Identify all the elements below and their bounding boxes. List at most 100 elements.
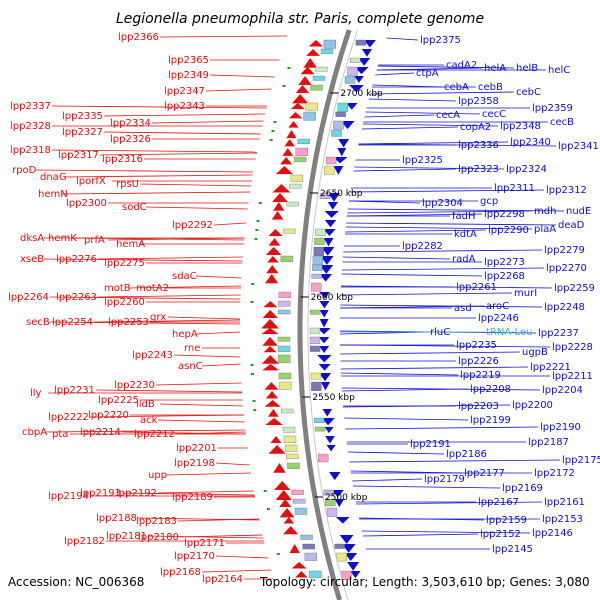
forward-gene-label: lpp2254 xyxy=(52,317,93,328)
forward-gene-arrow xyxy=(273,202,285,211)
forward-gene-label: lporfX xyxy=(76,176,106,187)
reverse-gene-arrow xyxy=(323,238,334,247)
forward-gene-arrow xyxy=(273,463,286,473)
annotation-band xyxy=(281,408,294,414)
forward-label-connector xyxy=(213,222,247,226)
inner-arc xyxy=(307,29,359,600)
reverse-gene-label: lpp2175 xyxy=(562,455,600,466)
annotation-band xyxy=(277,345,291,352)
reverse-gene-arrow xyxy=(346,103,358,110)
reverse-gene-label: helB xyxy=(516,63,538,74)
forward-label-connector xyxy=(97,294,241,298)
reverse-gene-label: lpp2323 xyxy=(458,164,499,175)
reverse-gene-label: kdtA xyxy=(454,229,477,240)
reverse-gene-label: lpp2191 xyxy=(410,439,451,450)
forward-gene-label: lpp2168 xyxy=(160,567,201,578)
forward-gene-label: cbpA xyxy=(22,427,47,438)
forward-gene-label: sodC xyxy=(122,202,147,213)
annotation-band xyxy=(350,57,361,64)
forward-gene-arrow xyxy=(288,121,299,128)
reverse-gene-label: lpp2304 xyxy=(422,198,463,209)
annotation-band xyxy=(331,129,342,137)
reverse-gene-label: cebA xyxy=(444,82,469,93)
reverse-label-connector xyxy=(368,98,457,102)
forward-gene-label: lpp2300 xyxy=(66,198,107,209)
forward-label-connector xyxy=(51,105,267,109)
forward-gene-label: lpp2220 xyxy=(88,410,129,421)
annotation-band xyxy=(318,453,329,463)
reverse-gene-arrow xyxy=(331,490,344,498)
reverse-gene-arrow xyxy=(354,76,364,83)
forward-gene-label: rpsU xyxy=(116,179,139,190)
reverse-label-connector xyxy=(341,387,541,391)
marker-dot xyxy=(273,121,277,123)
genome-backbone xyxy=(297,29,359,600)
reverse-gene-label: lpp2246 xyxy=(478,313,519,324)
forward-label-connector xyxy=(145,206,248,210)
reverse-label-connector xyxy=(340,366,529,370)
reverse-gene-arrow xyxy=(319,292,331,299)
forward-gene-label: dksA xyxy=(20,233,44,244)
forward-label-connector xyxy=(157,490,254,494)
annotation-band xyxy=(278,291,291,298)
reverse-gene-label: helC xyxy=(548,65,570,76)
forward-label-connector xyxy=(139,183,252,187)
forward-gene-label: lpp2365 xyxy=(168,55,209,66)
forward-gene-label: prfA xyxy=(84,235,105,246)
reverse-gene-arrow xyxy=(321,247,335,256)
reverse-gene-label: lpp2261 xyxy=(456,282,497,293)
reverse-gene-label: lpp2348 xyxy=(500,121,541,132)
reverse-label-connector xyxy=(350,189,545,193)
forward-gene-label: lpp2212 xyxy=(134,429,175,440)
annotation-band xyxy=(282,426,296,433)
kbp-tick-label: 2500 kbp xyxy=(325,493,368,503)
annotation-band xyxy=(323,489,334,496)
kbp-tick-label: 2650 kbp xyxy=(320,189,363,199)
reverse-gene-label: lpp2153 xyxy=(542,514,583,525)
annotation-band xyxy=(326,507,338,517)
reverse-gene-arrow xyxy=(318,364,331,371)
forward-gene-label: lpp2214 xyxy=(80,427,121,438)
reverse-gene-arrow xyxy=(319,301,330,309)
feature-blocks xyxy=(250,39,376,580)
kbp-tick-label: 2550 kbp xyxy=(312,393,355,403)
forward-gene-arrow xyxy=(267,256,279,263)
forward-gene-arrow xyxy=(272,184,291,193)
forward-gene-arrow xyxy=(265,274,279,284)
annotation-band xyxy=(312,264,323,271)
forward-label-connector xyxy=(99,152,257,156)
forward-label-connector xyxy=(103,113,266,117)
marker-dot xyxy=(251,373,254,375)
forward-label-connector xyxy=(157,419,245,423)
reverse-gene-arrow xyxy=(317,328,331,335)
forward-label-connector xyxy=(179,534,263,538)
annotation-band xyxy=(278,300,291,307)
forward-gene-label: lpp2193 xyxy=(80,488,121,499)
reverse-gene-label: lpp2290 xyxy=(488,225,529,236)
reverse-label-connector xyxy=(352,478,423,482)
kbp-tick-label: 2600 kbp xyxy=(311,293,354,303)
forward-gene-arrow xyxy=(261,328,279,335)
annotation-band xyxy=(313,246,324,256)
annotation-band xyxy=(300,534,313,540)
annotation-band xyxy=(302,543,315,550)
forward-gene-label: lpp2183 xyxy=(136,516,177,527)
forward-label-connector xyxy=(201,569,272,573)
forward-gene-label: grx xyxy=(150,312,166,323)
reverse-gene-label: lpp2221 xyxy=(530,362,571,373)
reverse-label-connector xyxy=(349,459,561,463)
marker-dot xyxy=(250,364,254,366)
reverse-gene-label: lpp2146 xyxy=(532,528,573,539)
forward-label-connector xyxy=(61,191,251,195)
forward-gene-label: lpp2164 xyxy=(202,574,243,585)
forward-gene-label: lpp2343 xyxy=(164,101,205,112)
forward-label-connector xyxy=(107,237,245,241)
annotation-band xyxy=(310,372,322,380)
forward-gene-arrow xyxy=(264,400,281,407)
marker-dot xyxy=(263,490,267,492)
forward-gene-label: lpp2275 xyxy=(104,258,145,269)
reverse-label-connector xyxy=(341,273,483,277)
forward-gene-arrow xyxy=(295,571,308,578)
forward-label-connector xyxy=(121,431,246,435)
reverse-gene-arrow xyxy=(340,121,355,129)
